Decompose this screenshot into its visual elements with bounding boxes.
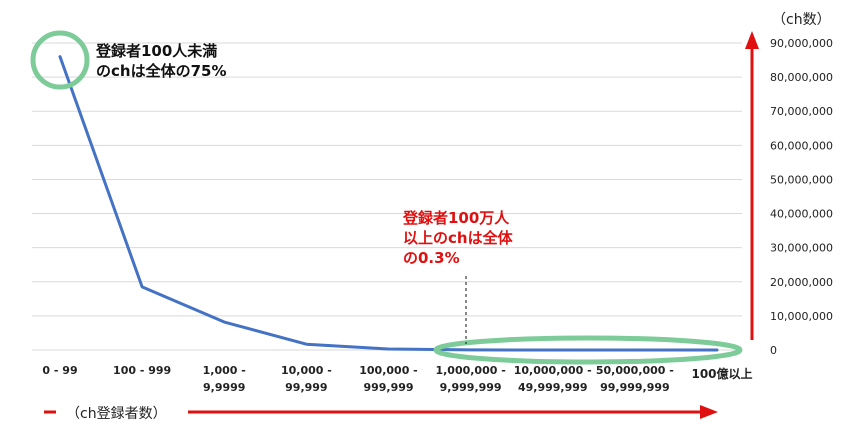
y-tick-label: 80,000,000 (770, 71, 833, 84)
y-tick-label: 90,000,000 (770, 37, 833, 50)
highlight-oval-bottom (433, 335, 743, 365)
x-category-label: 0 - 99 (42, 364, 77, 377)
x-axis-label: （ch登録者数） (66, 406, 167, 422)
low-subscribers-note-line: 登録者100人未満 (95, 42, 217, 60)
y-tick-label: 40,000,000 (770, 208, 833, 221)
high-subscribers-note-line: 登録者100万人 (402, 209, 510, 227)
y-tick-label: 20,000,000 (770, 276, 833, 289)
x-arrow-head (700, 405, 718, 419)
x-category-label: 10,000 - (281, 364, 332, 377)
y-axis-label: （ch数） (772, 12, 831, 28)
series-line-group (58, 55, 719, 352)
high-subscribers-note-line: 以上のchは全体 (403, 229, 514, 247)
x-axis-categories: 0 - 99 100 - 999 1,000 - 9,9999 10,000 - 99,9… (42, 364, 752, 394)
y-tick-label: 30,000,000 (770, 242, 833, 255)
x-category-label: 50,000,000 - (596, 364, 674, 377)
y-tick-label: 10,000,000 (770, 310, 833, 323)
low-subscribers-note-line: のchは全体の75% (96, 62, 226, 80)
x-category-label: 100,000 - (359, 364, 418, 377)
x-category-label: 9,9999 (203, 381, 245, 394)
highlight-circle-top (30, 30, 90, 90)
y-tick-label: 70,000,000 (770, 105, 833, 118)
high-subscribers-note-line: の0.3% (403, 249, 460, 267)
x-category-label: 1,000 - (203, 364, 246, 377)
y-arrow-head (745, 31, 759, 49)
x-category-label: 100億以上 (691, 366, 752, 381)
x-category-label: 99,999,999 (600, 381, 670, 394)
x-category-label: 10,000,000 - (514, 364, 592, 377)
x-category-label: 100 - 999 (113, 364, 171, 377)
x-category-label: 49,999,999 (518, 381, 588, 394)
y-tick-label: 60,000,000 (770, 139, 833, 152)
axis-arrows (44, 31, 759, 419)
y-axis-ticks: 0 10,000,000 20,000,000 30,000,000 40,000,00… (770, 37, 833, 357)
x-category-label: 1,000,000 - (435, 364, 505, 377)
x-category-label: 9,999,999 (440, 381, 502, 394)
highlight-ovals (30, 30, 743, 365)
series-line (58, 55, 719, 352)
y-tick-label: 0 (770, 344, 777, 357)
grid-lines (32, 42, 742, 351)
y-tick-label: 50,000,000 (770, 173, 833, 186)
x-category-label: 999,999 (363, 381, 413, 394)
x-category-label: 99,999 (285, 381, 327, 394)
